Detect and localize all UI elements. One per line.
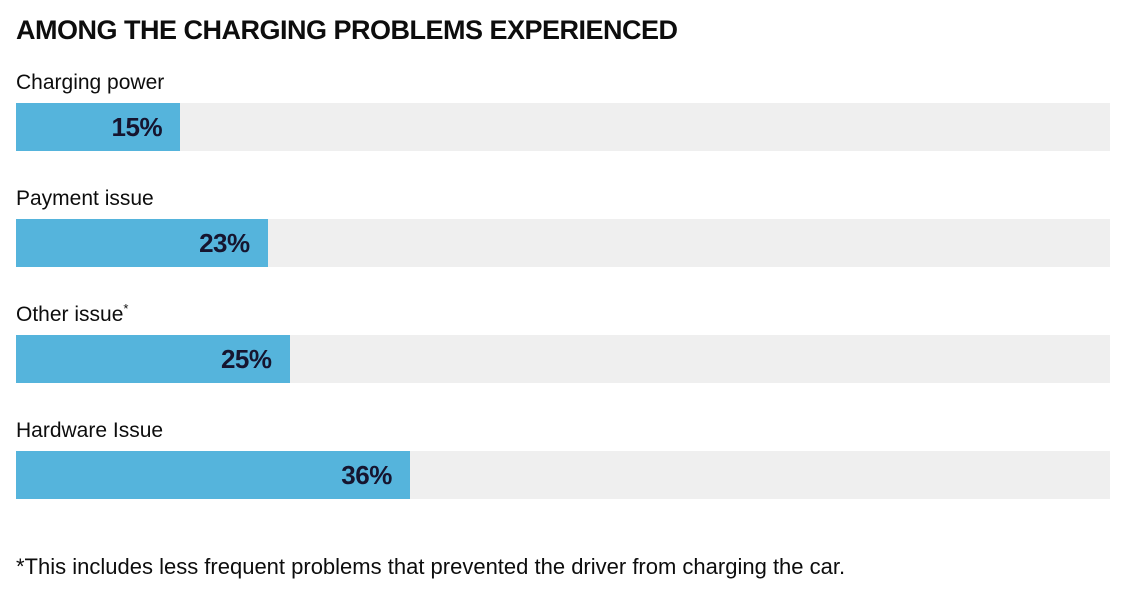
bar-row-other-issue: Other issue* 25%	[16, 302, 1110, 383]
bar-track: 36%	[16, 451, 1110, 499]
bar-track: 23%	[16, 219, 1110, 267]
category-label: Charging power	[16, 70, 1110, 95]
category-label-text: Other issue	[16, 303, 124, 326]
bar-row-payment-issue: Payment issue 23%	[16, 186, 1110, 267]
chart-footnote: *This includes less frequent problems th…	[16, 554, 846, 579]
category-label: Payment issue	[16, 186, 1110, 211]
bar-row-charging-power: Charging power 15%	[16, 70, 1110, 151]
bar-row-hardware-issue: Hardware Issue 36%	[16, 418, 1110, 499]
bar-track: 25%	[16, 335, 1110, 383]
value-label: 25%	[220, 343, 272, 374]
value-label: 36%	[341, 459, 392, 490]
value-label: 15%	[111, 111, 163, 142]
bar-fill: 25%	[16, 335, 290, 383]
chart-title: AMONG THE CHARGING PROBLEMS EXPERIENCED	[16, 15, 678, 45]
bar-track: 15%	[16, 103, 1110, 151]
category-label: Other issue*	[16, 302, 1110, 327]
category-label-superscript: *	[123, 301, 129, 316]
category-label-text: Charging power	[16, 71, 165, 94]
value-label: 23%	[199, 227, 250, 258]
category-label-text: Hardware Issue	[16, 419, 164, 442]
bar-fill: 23%	[16, 219, 268, 267]
bar-fill: 15%	[16, 103, 181, 151]
category-label-text: Payment issue	[16, 187, 154, 210]
category-label: Hardware Issue	[16, 418, 1110, 443]
bar-fill: 36%	[16, 451, 410, 499]
